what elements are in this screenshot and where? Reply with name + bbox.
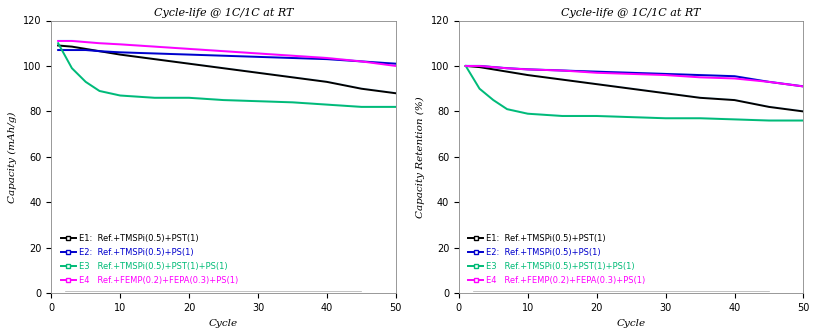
Y-axis label: Capacity Retention (%): Capacity Retention (%) bbox=[416, 96, 425, 218]
Title: Cycle-life @ 1C/1C at RT: Cycle-life @ 1C/1C at RT bbox=[154, 8, 293, 18]
Title: Cycle-life @ 1C/1C at RT: Cycle-life @ 1C/1C at RT bbox=[561, 8, 701, 18]
Legend: E1:  Ref.+TMSPi(0.5)+PST(1), E2:  Ref.+TMSPi(0.5)+PS(1), E3   Ref.+TMSPi(0.5)+PS: E1: Ref.+TMSPi(0.5)+PST(1), E2: Ref.+TMS… bbox=[59, 232, 240, 287]
Legend: E1:  Ref.+TMSPi(0.5)+PST(1), E2:  Ref.+TMSPi(0.5)+PS(1), E3   Ref.+TMSPi(0.5)+PS: E1: Ref.+TMSPi(0.5)+PST(1), E2: Ref.+TMS… bbox=[466, 232, 647, 287]
X-axis label: Cycle: Cycle bbox=[209, 319, 238, 328]
X-axis label: Cycle: Cycle bbox=[617, 319, 645, 328]
Y-axis label: Capacity (mAh/g): Capacity (mAh/g) bbox=[8, 111, 17, 203]
